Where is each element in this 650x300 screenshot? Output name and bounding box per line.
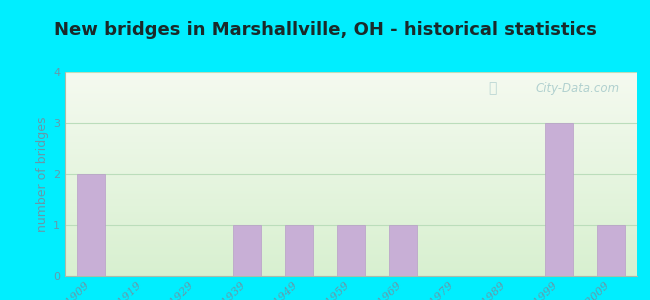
Bar <box>337 225 365 276</box>
Text: City-Data.com: City-Data.com <box>536 82 620 95</box>
Bar <box>285 225 313 276</box>
Text: ⦾: ⦾ <box>488 81 497 95</box>
Bar <box>389 225 417 276</box>
Bar <box>233 225 261 276</box>
Text: New bridges in Marshallville, OH - historical statistics: New bridges in Marshallville, OH - histo… <box>53 21 597 39</box>
Y-axis label: number of bridges: number of bridges <box>36 116 49 232</box>
Bar <box>597 225 625 276</box>
Bar <box>77 174 105 276</box>
Bar <box>545 123 573 276</box>
